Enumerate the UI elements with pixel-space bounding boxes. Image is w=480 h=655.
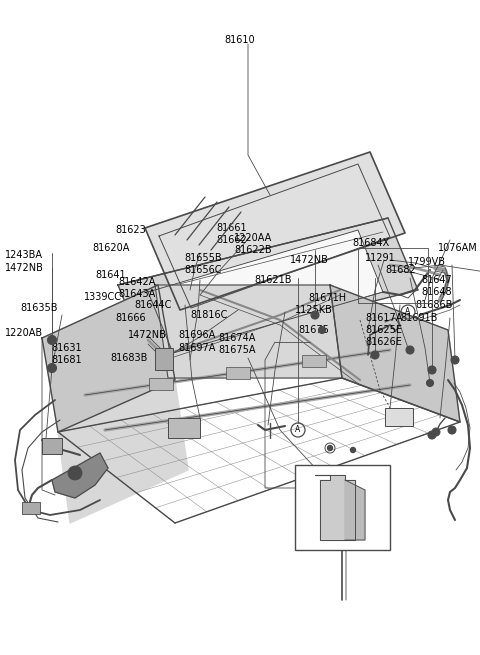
Bar <box>155 348 173 370</box>
Circle shape <box>451 428 454 432</box>
Polygon shape <box>52 453 108 498</box>
Circle shape <box>48 364 57 373</box>
Text: 1472NB: 1472NB <box>5 263 44 273</box>
Text: 81635B: 81635B <box>20 303 58 313</box>
Text: 81675A: 81675A <box>218 345 255 355</box>
Text: 81816C: 81816C <box>190 310 228 320</box>
Text: 81674A: 81674A <box>218 333 255 343</box>
Bar <box>149 378 173 390</box>
Text: 81626E: 81626E <box>365 337 402 347</box>
Text: 81686B: 81686B <box>415 300 452 310</box>
Circle shape <box>434 430 437 434</box>
Bar <box>295 465 390 550</box>
Text: 81617A: 81617A <box>365 313 402 323</box>
Bar <box>168 418 200 438</box>
Circle shape <box>350 447 356 453</box>
Polygon shape <box>118 218 418 358</box>
Circle shape <box>71 469 79 477</box>
Text: 81662: 81662 <box>216 235 247 245</box>
Text: 1243BA: 1243BA <box>5 250 43 260</box>
Text: 1799VB: 1799VB <box>408 257 446 267</box>
Text: 81683B: 81683B <box>110 353 147 363</box>
Polygon shape <box>345 480 365 540</box>
Text: 1220AB: 1220AB <box>5 328 43 338</box>
Text: 81666: 81666 <box>115 313 145 323</box>
Circle shape <box>454 358 456 362</box>
Text: 81691B: 81691B <box>400 313 437 323</box>
Text: 1220AA: 1220AA <box>234 233 272 243</box>
Polygon shape <box>58 380 188 523</box>
Circle shape <box>50 366 54 370</box>
Circle shape <box>431 369 433 371</box>
Text: 81620A: 81620A <box>92 243 130 253</box>
Text: 11291: 11291 <box>365 253 396 263</box>
Text: 81656C: 81656C <box>184 265 221 275</box>
Circle shape <box>451 356 459 364</box>
Text: 81655B: 81655B <box>184 253 222 263</box>
Text: 1472NB: 1472NB <box>290 255 329 265</box>
Text: 81623: 81623 <box>115 225 146 235</box>
Text: 81610: 81610 <box>225 35 255 45</box>
Text: 81648: 81648 <box>421 287 452 297</box>
Polygon shape <box>42 285 175 432</box>
Circle shape <box>48 335 57 345</box>
Bar <box>302 355 326 367</box>
Circle shape <box>406 346 414 354</box>
Circle shape <box>313 314 316 316</box>
Bar <box>226 367 250 379</box>
Text: 81681: 81681 <box>51 355 82 365</box>
Text: 81622B: 81622B <box>234 245 272 255</box>
Circle shape <box>428 431 436 439</box>
Circle shape <box>431 434 433 436</box>
Text: 81671H: 81671H <box>308 293 346 303</box>
Polygon shape <box>315 475 355 540</box>
Circle shape <box>373 354 376 356</box>
Circle shape <box>427 379 433 386</box>
Text: 81641: 81641 <box>95 270 126 280</box>
Circle shape <box>371 351 379 359</box>
Bar <box>42 438 62 454</box>
Bar <box>22 502 40 514</box>
Polygon shape <box>155 285 342 378</box>
Text: 1339CC: 1339CC <box>84 292 122 302</box>
Circle shape <box>408 348 411 352</box>
Polygon shape <box>330 285 460 422</box>
Text: 81644C: 81644C <box>134 300 171 310</box>
Circle shape <box>311 311 319 319</box>
Circle shape <box>428 366 436 374</box>
Circle shape <box>432 428 440 436</box>
Text: 1472NB: 1472NB <box>128 330 167 340</box>
Text: A: A <box>295 426 300 434</box>
Circle shape <box>50 338 54 342</box>
Text: 81631: 81631 <box>51 343 82 353</box>
Circle shape <box>429 381 432 384</box>
Text: 81621B: 81621B <box>254 275 291 285</box>
Text: 1076AM: 1076AM <box>438 243 478 253</box>
Bar <box>385 408 413 426</box>
Polygon shape <box>148 230 383 353</box>
Text: 81643A: 81643A <box>118 289 155 299</box>
Text: 81682: 81682 <box>385 265 416 275</box>
Circle shape <box>327 445 333 451</box>
Text: 81647: 81647 <box>421 275 452 285</box>
Text: 81696A: 81696A <box>178 330 215 340</box>
Circle shape <box>448 426 456 434</box>
Polygon shape <box>145 152 405 310</box>
Circle shape <box>319 326 325 333</box>
Text: 81677: 81677 <box>305 483 336 493</box>
Text: 81675: 81675 <box>298 325 329 335</box>
Text: 81661: 81661 <box>216 223 247 233</box>
Bar <box>358 248 428 303</box>
Text: 81684X: 81684X <box>352 238 389 248</box>
Text: 81625E: 81625E <box>365 325 402 335</box>
Text: 81642A: 81642A <box>118 277 156 287</box>
Circle shape <box>68 466 82 480</box>
Text: 1125KB: 1125KB <box>295 305 333 315</box>
Text: 81697A: 81697A <box>178 343 216 353</box>
Text: A: A <box>406 307 410 316</box>
